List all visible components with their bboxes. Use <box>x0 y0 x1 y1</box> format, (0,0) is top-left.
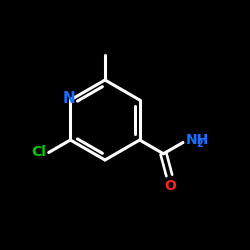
Text: NH: NH <box>186 133 209 147</box>
Text: Cl: Cl <box>31 146 46 160</box>
Text: 2: 2 <box>197 139 203 149</box>
Text: O: O <box>164 179 176 193</box>
Text: N: N <box>63 91 76 106</box>
